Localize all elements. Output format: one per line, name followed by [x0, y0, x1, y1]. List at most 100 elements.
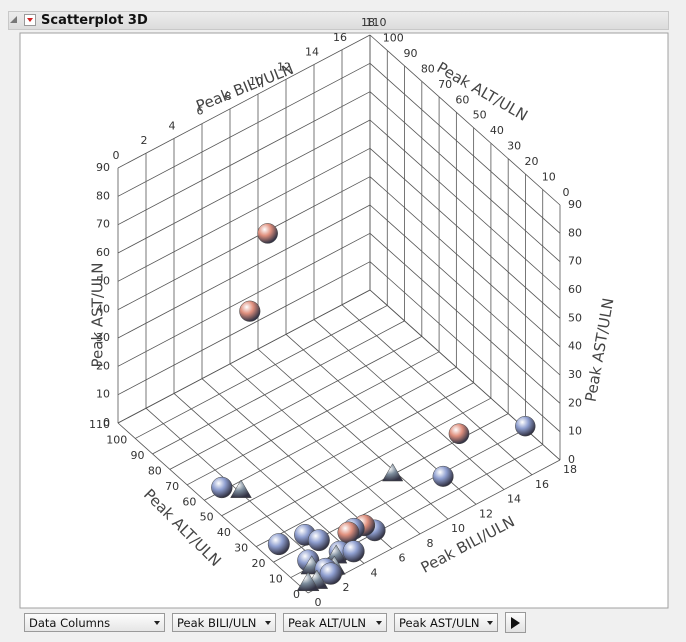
- x-tick-label: 0: [113, 149, 120, 162]
- x-tick-label: 16: [333, 31, 347, 44]
- grid-line: [117, 62, 371, 197]
- data-point: [448, 423, 470, 445]
- y-tick-label: 40: [490, 124, 504, 137]
- next-button[interactable]: [505, 612, 526, 633]
- x-column-dropdown[interactable]: Peak BILI/ULN: [172, 613, 276, 632]
- grid-line: [117, 232, 371, 367]
- y-tick-label: 70: [438, 78, 452, 91]
- grid-line: [369, 34, 561, 206]
- y-tick-label: 60: [182, 495, 196, 508]
- grid-line: [369, 148, 561, 319]
- y-tick-label: 110: [89, 418, 110, 431]
- y-tick-label: 80: [148, 464, 162, 477]
- data-point: [257, 223, 278, 244]
- y-tick-label: 20: [524, 155, 538, 168]
- outline-header: Scatterplot 3D: [8, 11, 669, 30]
- z-tick-label: 90: [96, 161, 110, 174]
- x-tick-label: 16: [535, 478, 549, 491]
- z-tick-label: 20: [568, 396, 582, 409]
- z-tick-label: 0: [568, 453, 575, 466]
- z-tick-label: 90: [568, 198, 582, 211]
- data-point: [296, 571, 320, 592]
- grid-line: [369, 91, 561, 262]
- x-tick-label: 4: [169, 119, 176, 132]
- z-tick-label: 70: [568, 255, 582, 268]
- z-tick-label: 50: [568, 311, 582, 324]
- grid-line: [117, 204, 371, 339]
- x-tick-label: 6: [197, 105, 204, 118]
- y-tick-label: 30: [234, 542, 248, 555]
- x-tick-label: 2: [141, 134, 148, 147]
- y-tick-label: 40: [217, 526, 231, 539]
- z-tick-label: 40: [96, 303, 110, 316]
- y-tick-label: 50: [200, 511, 214, 524]
- y-tick-label: 50: [473, 109, 487, 122]
- data-columns-dropdown[interactable]: Data Columns: [24, 613, 165, 632]
- grid-line: [173, 393, 365, 564]
- red-triangle-menu[interactable]: [24, 14, 36, 26]
- y-tick-label: 0: [293, 588, 300, 601]
- data-point: [239, 300, 261, 322]
- z-tick-label: 80: [96, 189, 110, 202]
- grid-line: [369, 176, 561, 347]
- z-tick-label: 60: [568, 283, 582, 296]
- x-tick-label: 8: [427, 537, 434, 550]
- y-tick-label: 10: [269, 573, 283, 586]
- x-tick-label: 14: [507, 493, 521, 506]
- grid-line: [257, 348, 449, 520]
- x-tick-label: 10: [249, 75, 263, 88]
- z-tick-label: 10: [96, 388, 110, 401]
- grid-line: [117, 119, 371, 254]
- grid-line: [369, 261, 561, 432]
- axis-title: Peak AST/ULN: [89, 263, 107, 368]
- data-point: [432, 465, 454, 487]
- y-tick-label: 80: [421, 62, 435, 75]
- y-tick-label: 100: [383, 31, 404, 44]
- grid-line: [135, 305, 388, 439]
- y-tick-label: 20: [251, 557, 265, 570]
- y-tick-label: 110: [366, 16, 387, 29]
- outline-title: Scatterplot 3D: [41, 13, 148, 28]
- grid-line: [229, 363, 421, 535]
- z-tick-label: 50: [96, 274, 110, 287]
- x-tick-label: 4: [371, 566, 378, 579]
- y-tick-label: 0: [563, 186, 570, 199]
- grid-line: [169, 336, 423, 470]
- y-tick-label: 90: [131, 449, 145, 462]
- z-tick-label: 80: [568, 226, 582, 239]
- data-point: [337, 521, 360, 544]
- y-column-dropdown[interactable]: Peak ALT/ULN: [283, 613, 387, 632]
- z-column-dropdown[interactable]: Peak AST/ULN: [394, 613, 498, 632]
- grid-line: [204, 366, 457, 501]
- x-tick-label: 6: [399, 552, 406, 565]
- grid-line: [307, 459, 561, 594]
- x-tick-label: 18: [563, 463, 577, 476]
- y-tick-label: 10: [542, 171, 556, 184]
- disclosure-icon[interactable]: [10, 16, 17, 23]
- grid-line: [369, 233, 561, 404]
- data-point: [515, 415, 536, 437]
- x-tick-label: 18: [361, 16, 375, 29]
- grid-line: [369, 119, 561, 291]
- grid-line: [117, 34, 371, 169]
- y-tick-label: 100: [106, 433, 127, 446]
- grid-line: [369, 63, 561, 234]
- y-tick-label: 70: [165, 480, 179, 493]
- grid-line: [117, 261, 371, 396]
- x-tick-label: 8: [225, 90, 232, 103]
- grid-line: [313, 319, 505, 490]
- x-tick-label: 2: [343, 581, 350, 594]
- grid-line: [369, 204, 561, 376]
- z-tick-label: 30: [96, 331, 110, 344]
- grid-line: [186, 351, 440, 486]
- z-tick-label: 30: [568, 368, 582, 381]
- grid-line: [117, 147, 371, 282]
- grid-line: [117, 176, 371, 311]
- grid-line: [117, 289, 371, 424]
- grid-line: [152, 320, 405, 455]
- z-tick-label: 70: [96, 218, 110, 231]
- y-tick-label: 60: [455, 93, 469, 106]
- z-tick-label: 60: [96, 246, 110, 259]
